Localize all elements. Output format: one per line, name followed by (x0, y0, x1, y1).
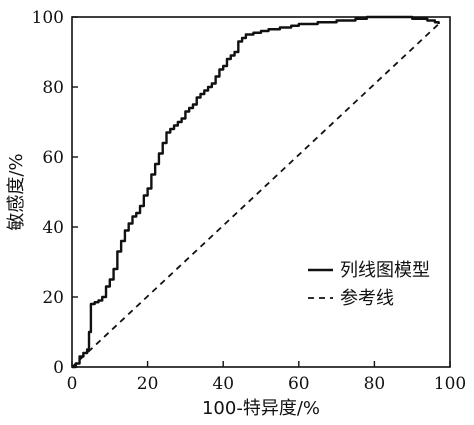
x-tick-label: 40 (212, 374, 234, 394)
y-tick-label: 20 (42, 288, 64, 308)
y-axis-label: 敏感度/% (6, 153, 27, 230)
x-tick-label: 60 (288, 374, 310, 394)
legend-label-nomogram: 列线图模型 (340, 260, 430, 281)
series-line-reference (71, 23, 440, 368)
x-tick-label: 20 (137, 374, 159, 394)
y-axis-ticks: 0 20 40 60 80 100 (32, 8, 78, 378)
x-tick-label: 100 (434, 374, 466, 394)
x-tick-label: 0 (67, 374, 78, 394)
y-tick-label: 40 (42, 218, 64, 238)
x-tick-label: 80 (364, 374, 386, 394)
y-tick-label: 80 (42, 78, 64, 98)
y-tick-label: 100 (32, 8, 64, 28)
series-line-nomogram (72, 15, 440, 369)
y-tick-label: 0 (53, 358, 64, 378)
legend: 列线图模型 参考线 (308, 260, 430, 309)
plot-frame (71, 16, 451, 368)
x-axis-label: 100-特异度/% (202, 398, 320, 419)
y-tick-label: 60 (42, 148, 64, 168)
legend-label-reference: 参考线 (340, 288, 394, 309)
x-axis-ticks: 0 20 40 60 80 100 (67, 361, 466, 394)
